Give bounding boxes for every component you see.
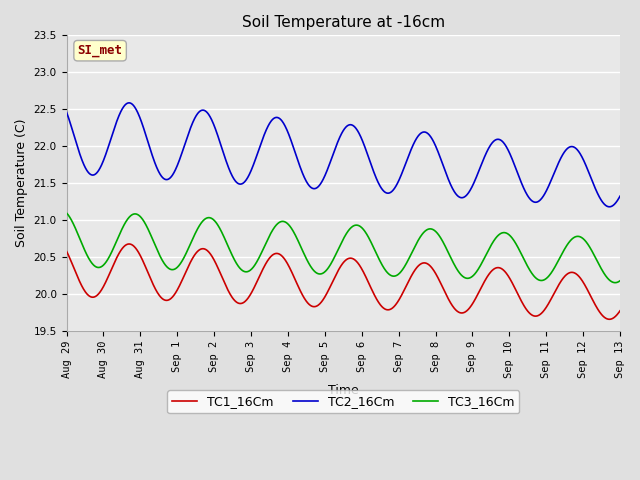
- TC2_16Cm: [309, 186, 317, 192]
- Title: Soil Temperature at -16cm: Soil Temperature at -16cm: [242, 15, 445, 30]
- Text: SI_met: SI_met: [77, 44, 123, 57]
- TC2_16Cm: [106, 141, 113, 146]
- TC1_16Cm: [298, 291, 305, 297]
- TC3_16Cm: [106, 254, 113, 260]
- TC2_16Cm: [129, 101, 136, 107]
- TC2_16Cm: [298, 168, 305, 174]
- TC3_16Cm: [309, 266, 317, 272]
- TC3_16Cm: [63, 210, 70, 216]
- TC2_16Cm: [63, 109, 70, 115]
- TC3_16Cm: [298, 245, 305, 251]
- Legend: TC1_16Cm, TC2_16Cm, TC3_16Cm: TC1_16Cm, TC2_16Cm, TC3_16Cm: [167, 390, 519, 413]
- TC2_16Cm: [616, 193, 624, 199]
- TC2_16Cm: [125, 100, 132, 106]
- TC1_16Cm: [616, 308, 624, 314]
- TC2_16Cm: [319, 177, 327, 182]
- TC3_16Cm: [616, 278, 624, 284]
- TC1_16Cm: [309, 304, 317, 310]
- TC3_16Cm: [128, 212, 136, 218]
- TC1_16Cm: [129, 242, 136, 248]
- TC1_16Cm: [319, 297, 327, 302]
- TC3_16Cm: [319, 270, 326, 276]
- X-axis label: Time: Time: [328, 384, 358, 396]
- TC3_16Cm: [378, 261, 385, 267]
- TC2_16Cm: [605, 204, 613, 210]
- Line: TC1_16Cm: TC1_16Cm: [67, 244, 620, 319]
- TC1_16Cm: [605, 316, 613, 322]
- TC1_16Cm: [106, 271, 113, 277]
- Y-axis label: Soil Temperature (C): Soil Temperature (C): [15, 119, 28, 247]
- TC2_16Cm: [378, 186, 386, 192]
- TC1_16Cm: [125, 241, 132, 247]
- TC1_16Cm: [378, 304, 386, 310]
- TC1_16Cm: [63, 248, 70, 254]
- TC3_16Cm: [611, 280, 619, 286]
- Line: TC3_16Cm: TC3_16Cm: [67, 213, 620, 283]
- Line: TC2_16Cm: TC2_16Cm: [67, 103, 620, 207]
